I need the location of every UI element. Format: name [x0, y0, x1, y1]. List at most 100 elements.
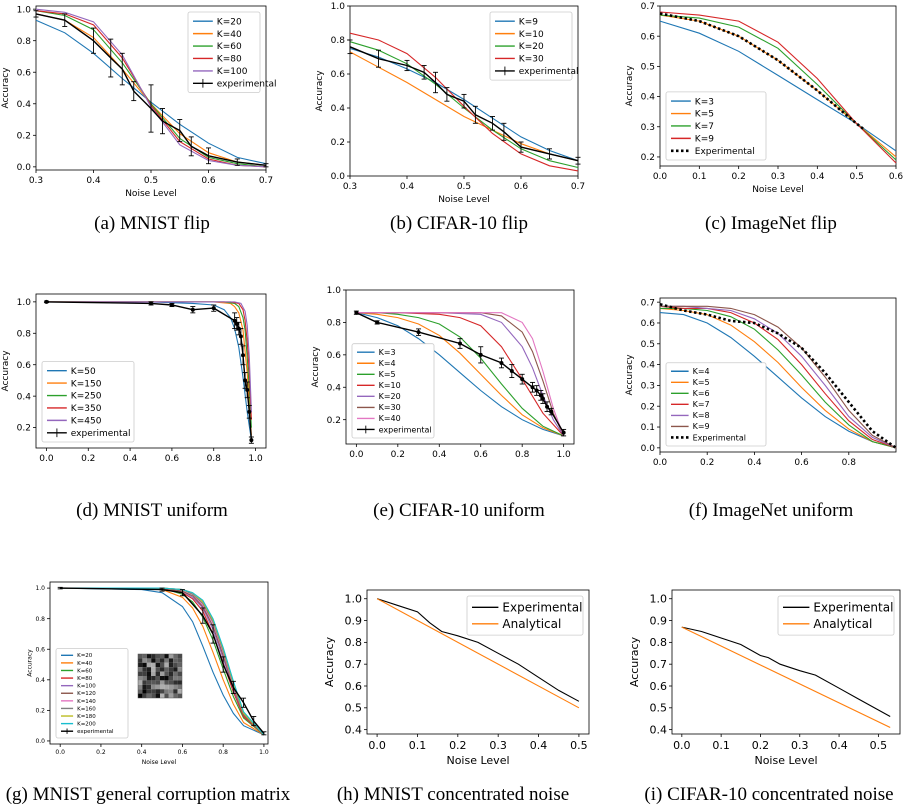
matrix-cell: [146, 658, 152, 663]
legend-entry: K=4: [379, 359, 396, 368]
legend-box: [187, 11, 261, 93]
caption-d: (d) MNIST uniform: [76, 500, 228, 521]
matrix-cell: [177, 654, 182, 659]
matrix-cell: [138, 684, 143, 690]
legend-entry: experimental: [519, 67, 579, 77]
matrix-cell: [168, 693, 174, 698]
legend-entry: K=6: [693, 389, 710, 398]
chart-panel-c: 0.0 0.1 0.2 0.3 0.4 0.5 0.6 0.2 0.3 0.4 0.5 0.6 0.7 N…: [610, 0, 906, 200]
y-tick-label: 0.4: [17, 392, 32, 402]
legend-entry: K=450: [71, 417, 102, 427]
matrix-cell: [177, 693, 182, 698]
legend-entry: K=5: [695, 110, 714, 120]
series-line-6: [660, 305, 897, 449]
corruption-matrix-inset: [137, 653, 183, 699]
x-tick-label: 0.3: [29, 176, 43, 186]
x-axis-label: Noise Level: [752, 185, 804, 195]
series-line-11: [60, 587, 265, 734]
data-point: [245, 387, 250, 392]
series-line-10: [60, 587, 265, 736]
x-tick-label: 0.0: [55, 749, 65, 756]
matrix-cell: [151, 693, 156, 698]
matrix-cell: [160, 671, 165, 676]
series-line-6: [60, 587, 265, 736]
matrix-cell: [138, 689, 143, 694]
matrix-cell: [177, 658, 182, 663]
y-tick-label: 0.8: [331, 36, 346, 46]
data-point: [561, 430, 566, 435]
y-tick-label: 0.0: [17, 163, 32, 173]
x-tick-label: 0.0: [368, 739, 386, 752]
matrix-cell: [160, 662, 165, 668]
y-tick-label: 0.8: [345, 636, 363, 649]
matrix-cell: [146, 689, 152, 694]
data-point: [549, 409, 554, 414]
y-tick-label: 0.6: [650, 680, 668, 693]
y-tick-label: 0.5: [345, 702, 363, 715]
matrix-cell: [173, 676, 178, 681]
y-tick-label: 0.6: [35, 646, 45, 653]
data-point: [149, 301, 153, 306]
matrix-cell: [142, 689, 147, 694]
x-tick-label: 0.4: [747, 458, 762, 468]
y-tick-label: 0.7: [641, 298, 655, 308]
y-tick-label: 1.0: [17, 298, 32, 308]
matrix-cell: [155, 689, 160, 694]
matrix-cell: [142, 658, 147, 663]
plot-frame: [345, 289, 575, 445]
y-axis-label: Accuracy: [625, 354, 635, 396]
matrix-cell: [142, 680, 147, 685]
legend-entry: Experimental: [813, 600, 893, 614]
legend-entry: K=7: [695, 122, 714, 132]
legend-entry: K=140: [77, 699, 96, 705]
series-line-1: [376, 598, 580, 702]
y-tick-label: 0.8: [327, 319, 342, 329]
matrix-cell: [160, 667, 165, 672]
y-tick-label: 0.5: [641, 340, 655, 350]
matrix-cell: [138, 671, 143, 676]
matrix-cell: [177, 684, 182, 690]
matrix-cell: [160, 693, 165, 698]
legend-entry: experimental: [71, 429, 131, 439]
matrix-cell: [146, 693, 152, 698]
legend-box: [41, 361, 135, 443]
caption-h: (h) MNIST concentrated noise: [336, 784, 570, 805]
chart-panel-f: 0.0 0.2 0.4 0.6 0.8 0.0 0.1 0.2 0.3 0.4 0.5 0.6 0.7 A…: [610, 282, 906, 472]
series-line-1: [60, 587, 265, 736]
legend-entry: K=20: [379, 392, 401, 401]
matrix-cell: [155, 671, 160, 676]
legend-entry: K=60: [217, 42, 242, 52]
legend-entry: K=80: [77, 676, 93, 682]
series-line-2: [376, 598, 580, 709]
x-tick-label: 0.5: [850, 172, 864, 182]
legend-entry: K=60: [77, 668, 93, 674]
data-point: [509, 369, 514, 374]
matrix-cell: [146, 667, 152, 672]
chart-c: 0.0 0.1 0.2 0.3 0.4 0.5 0.6 0.2 0.3 0.4 0.5 0.6 0.7 N…: [625, 2, 903, 195]
data-point: [375, 320, 380, 325]
plot-frame: [366, 589, 590, 735]
matrix-cell: [173, 689, 178, 694]
series-line-1: [356, 312, 564, 437]
y-tick-label: 0.2: [327, 416, 341, 426]
matrix-cell: [168, 689, 174, 694]
legend-entry: K=150: [71, 379, 102, 389]
y-tick-label: 0.4: [650, 723, 668, 736]
data-point: [238, 334, 243, 339]
x-axis-label: Noise Level: [125, 189, 177, 199]
series-line-1: [681, 626, 891, 717]
x-tick-label: 0.2: [96, 749, 106, 756]
legend-entry: K=80: [217, 55, 242, 65]
series-line-3: [660, 307, 897, 449]
y-tick-label: 0.2: [17, 424, 31, 434]
chart-e: 0.0 0.2 0.4 0.6 0.8 1.0 0.2 0.4 0.6 0.8 1.0 Accurac…: [311, 286, 575, 460]
x-tick-label: 0.1: [712, 739, 730, 752]
y-tick-label: 0.6: [327, 351, 342, 361]
data-point: [354, 310, 359, 315]
matrix-cell: [164, 676, 169, 681]
matrix-cell: [173, 693, 178, 698]
plot-frame: [49, 581, 269, 745]
y-tick-label: 0.2: [17, 131, 31, 141]
x-tick-label: 0.3: [771, 172, 785, 182]
y-tick-label: 0.8: [17, 37, 32, 47]
